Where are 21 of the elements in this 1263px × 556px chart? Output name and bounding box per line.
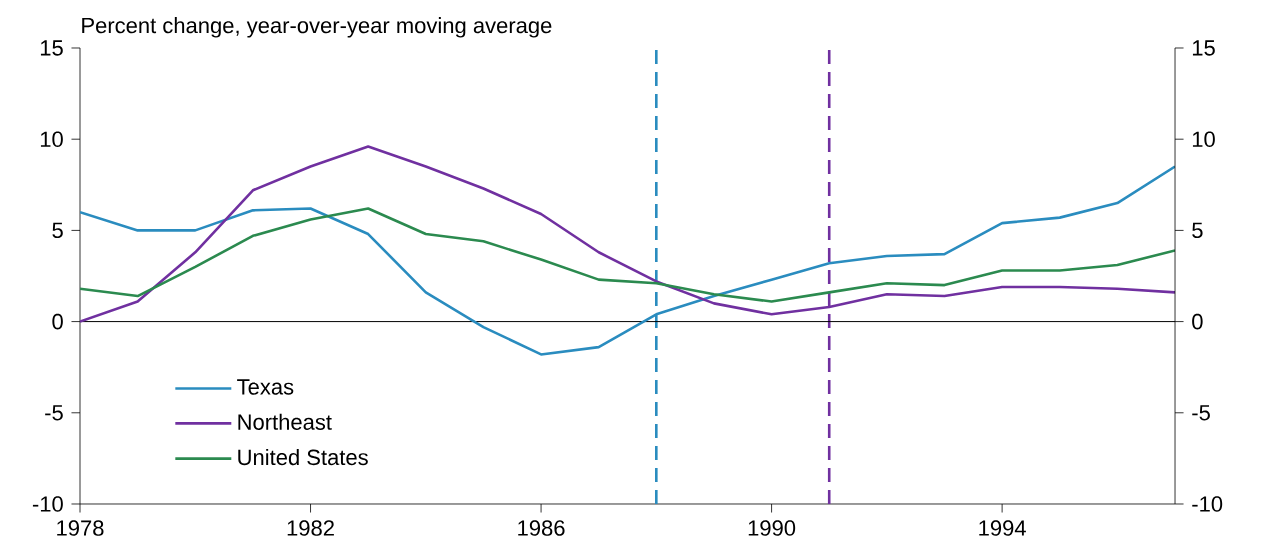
x-tick-label: 1990 <box>748 520 796 536</box>
y-tick-label: 10 <box>40 131 63 147</box>
y2-tick-label: 10 <box>1192 131 1215 147</box>
y2-tick-label: 0 <box>1192 313 1203 330</box>
legend-label: Texas <box>237 379 294 395</box>
legend-label: United States <box>238 448 368 466</box>
x-tick-label: 1982 <box>287 520 334 536</box>
y2-tick-label: -10 <box>1192 496 1223 512</box>
chart-title: Percent change, year-over-year moving average <box>82 17 552 38</box>
y-tick-label: 0 <box>52 313 63 330</box>
y2-tick-label: 5 <box>1192 222 1203 239</box>
y2-tick-label: -5 <box>1192 405 1210 421</box>
legend-label: Northeast <box>238 413 332 430</box>
x-tick-label: 1994 <box>979 520 1026 536</box>
y-tick-label: -10 <box>32 496 63 512</box>
y-tick-label: 5 <box>52 222 63 239</box>
y-tick-label: -5 <box>45 405 63 421</box>
y2-tick-label: 15 <box>1192 40 1215 56</box>
x-tick-label: 1986 <box>518 520 565 536</box>
x-tick-label: 1978 <box>57 520 104 536</box>
y-tick-label: 15 <box>40 40 63 56</box>
